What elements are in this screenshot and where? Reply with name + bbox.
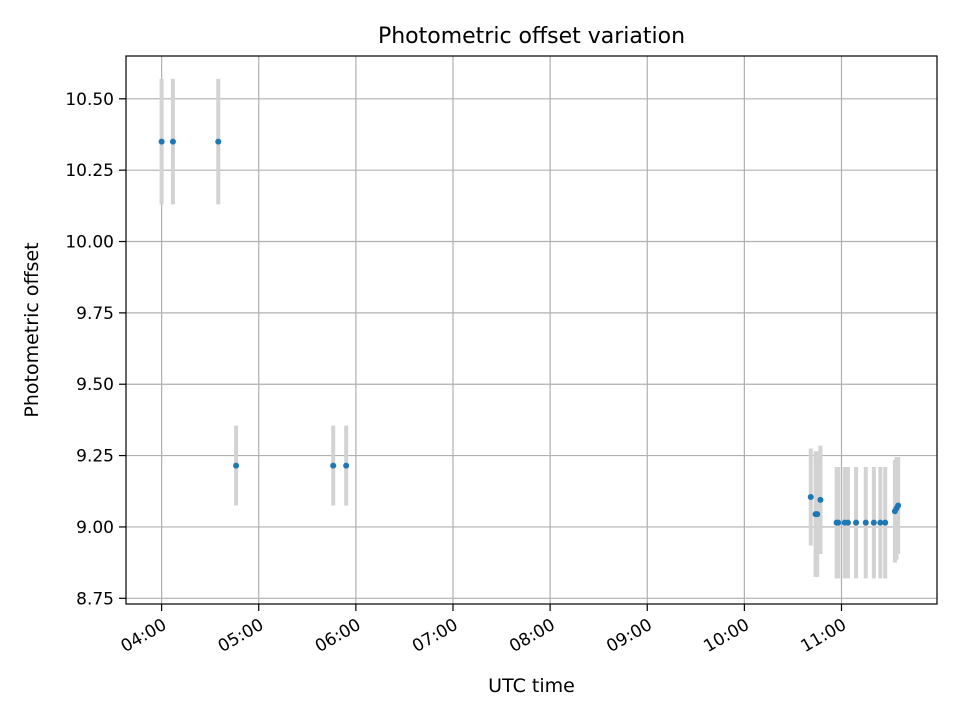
data-point: [215, 138, 222, 145]
data-point: [853, 519, 860, 526]
data-point: [817, 496, 824, 503]
chart-title: Photometric offset variation: [378, 24, 685, 49]
data-point: [233, 462, 240, 469]
grid: [126, 56, 937, 604]
y-tick-label: 10.25: [65, 161, 114, 181]
data-point: [870, 519, 877, 526]
y-tick-label: 9.00: [76, 518, 114, 538]
data-point: [844, 519, 851, 526]
y-tick-label: 9.75: [76, 304, 114, 324]
data-points: [158, 138, 902, 526]
y-axis-ticks: 8.75 9.00 9.25 9.50 9.75 10.00 10.25 10.50: [65, 90, 126, 609]
data-point: [835, 519, 842, 526]
plot-frame: [125, 55, 938, 605]
data-point: [169, 138, 176, 145]
data-point: [343, 462, 350, 469]
data-point: [330, 462, 337, 469]
data-point: [158, 138, 165, 145]
y-tick-label: 10.50: [65, 90, 114, 110]
data-point: [882, 519, 889, 526]
y-tick-label: 9.25: [76, 447, 114, 467]
data-point: [814, 511, 821, 518]
data-point: [862, 519, 869, 526]
data-point: [807, 493, 814, 500]
y-tick-label: 8.75: [76, 589, 114, 609]
y-tick-label: 10.00: [65, 233, 114, 253]
x-axis-label: UTC time: [488, 675, 575, 697]
data-point: [895, 502, 902, 509]
y-axis-label: Photometric offset: [21, 242, 43, 417]
data-point: [877, 519, 884, 526]
y-tick-label: 9.50: [76, 375, 114, 395]
